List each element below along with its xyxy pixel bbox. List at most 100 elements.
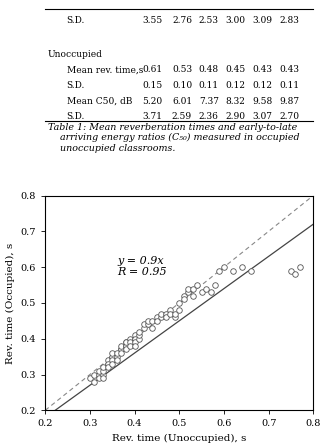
- Point: [168, 306, 173, 314]
- Point: [177, 306, 182, 314]
- Point: [123, 339, 128, 346]
- Point: [123, 339, 128, 346]
- Text: 5.20: 5.20: [142, 97, 162, 106]
- Point: [186, 289, 191, 296]
- Point: [101, 375, 106, 382]
- Point: [96, 375, 101, 382]
- Text: 3.71: 3.71: [142, 112, 162, 121]
- Point: [177, 299, 182, 306]
- Text: 7.37: 7.37: [199, 97, 219, 106]
- Point: [123, 343, 128, 350]
- Point: [119, 350, 124, 357]
- Point: [172, 310, 177, 317]
- Text: 2.59: 2.59: [172, 112, 192, 121]
- Point: [208, 289, 213, 296]
- Text: 3.55: 3.55: [142, 17, 162, 25]
- Point: [128, 335, 133, 342]
- Text: 0.15: 0.15: [142, 81, 162, 90]
- Text: 0.43: 0.43: [252, 65, 272, 74]
- Text: 0.12: 0.12: [225, 81, 245, 90]
- Point: [150, 324, 155, 331]
- Point: [186, 285, 191, 292]
- Point: [114, 357, 119, 364]
- Point: [288, 267, 294, 274]
- Point: [92, 371, 97, 378]
- Point: [109, 353, 115, 360]
- Text: 0.53: 0.53: [172, 65, 192, 74]
- Point: [109, 353, 115, 360]
- Point: [96, 368, 101, 375]
- X-axis label: Rev. time (Unoccupied), s: Rev. time (Unoccupied), s: [112, 434, 246, 443]
- Point: [132, 343, 137, 350]
- Point: [123, 346, 128, 353]
- Point: [132, 335, 137, 342]
- Point: [92, 378, 97, 385]
- Text: 0.12: 0.12: [252, 81, 272, 90]
- Point: [221, 264, 226, 271]
- Point: [190, 292, 195, 299]
- Y-axis label: Rev. time (Occupied), s: Rev. time (Occupied), s: [6, 242, 15, 363]
- Point: [293, 271, 298, 278]
- Text: 8.32: 8.32: [226, 97, 245, 106]
- Point: [132, 339, 137, 346]
- Point: [199, 289, 204, 296]
- Point: [105, 364, 110, 371]
- Point: [154, 314, 160, 321]
- Point: [154, 317, 160, 324]
- Text: Unoccupied: Unoccupied: [48, 50, 103, 58]
- Text: 3.07: 3.07: [252, 112, 272, 121]
- Text: 2.70: 2.70: [279, 112, 299, 121]
- Text: S.D.: S.D.: [67, 112, 85, 121]
- Point: [109, 360, 115, 368]
- Text: S.D.: S.D.: [67, 81, 85, 90]
- Point: [230, 267, 235, 274]
- Text: 6.01: 6.01: [172, 97, 192, 106]
- Point: [168, 310, 173, 317]
- Point: [136, 328, 141, 335]
- Text: 0.10: 0.10: [172, 81, 192, 90]
- Text: 0.11: 0.11: [279, 81, 299, 90]
- Text: y = 0.9x
R = 0.95: y = 0.9x R = 0.95: [118, 256, 167, 277]
- Point: [248, 267, 253, 274]
- Point: [114, 353, 119, 360]
- Point: [190, 285, 195, 292]
- Point: [128, 343, 133, 350]
- Text: S.D.: S.D.: [67, 17, 85, 25]
- Point: [145, 317, 151, 324]
- Text: Mean C50, dB: Mean C50, dB: [67, 97, 132, 106]
- Point: [96, 371, 101, 378]
- Point: [141, 321, 146, 328]
- Point: [150, 317, 155, 324]
- Point: [109, 357, 115, 364]
- Text: 2.90: 2.90: [225, 112, 245, 121]
- Point: [101, 368, 106, 375]
- Point: [136, 331, 141, 339]
- Text: 0.43: 0.43: [279, 65, 299, 74]
- Point: [194, 281, 200, 289]
- Point: [159, 310, 164, 317]
- Point: [128, 339, 133, 346]
- Point: [114, 350, 119, 357]
- Point: [239, 264, 245, 271]
- Text: 0.48: 0.48: [199, 65, 219, 74]
- Text: 3.00: 3.00: [225, 17, 245, 25]
- Point: [141, 324, 146, 331]
- Text: 9.58: 9.58: [252, 97, 273, 106]
- Point: [132, 335, 137, 342]
- Text: 0.61: 0.61: [142, 65, 162, 74]
- Point: [101, 371, 106, 378]
- Point: [181, 296, 186, 303]
- Point: [101, 364, 106, 371]
- Text: 3.09: 3.09: [252, 17, 272, 25]
- Text: Mean rev. time,s: Mean rev. time,s: [67, 65, 143, 74]
- Text: Table 1: Mean reverberation times and early-to-late
    arriving energy ratios (: Table 1: Mean reverberation times and ea…: [48, 123, 299, 153]
- Text: 2.53: 2.53: [199, 17, 219, 25]
- Point: [87, 375, 92, 382]
- Text: 2.83: 2.83: [279, 17, 299, 25]
- Point: [136, 335, 141, 342]
- Point: [109, 350, 115, 357]
- Point: [163, 314, 169, 321]
- Point: [159, 314, 164, 321]
- Point: [119, 346, 124, 353]
- Point: [123, 343, 128, 350]
